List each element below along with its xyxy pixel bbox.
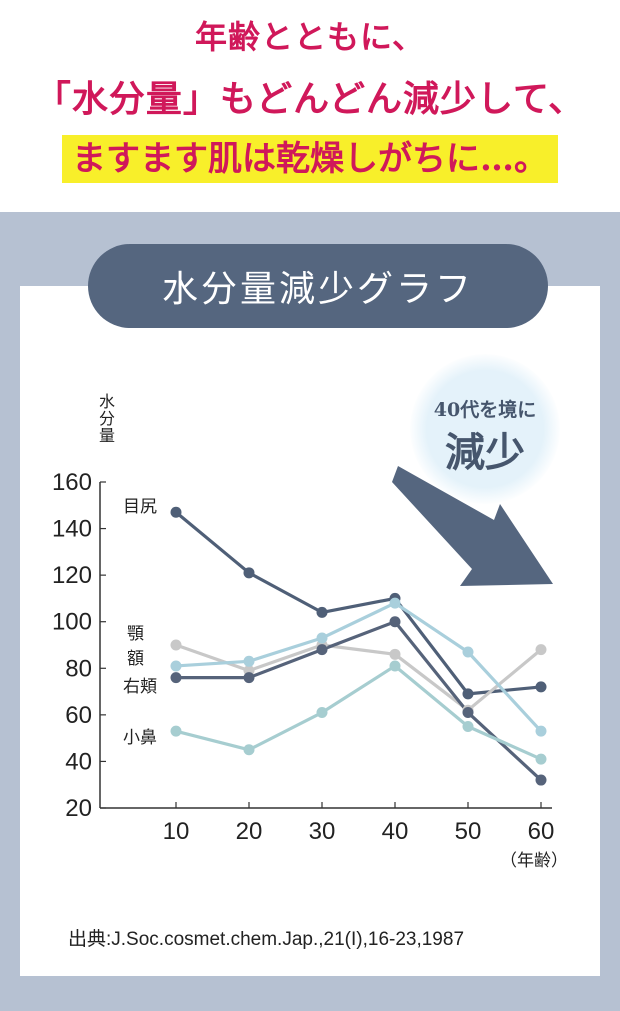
data-point bbox=[243, 744, 255, 756]
x-tick-label: 40 bbox=[382, 818, 409, 845]
series-label: 額 bbox=[127, 649, 144, 669]
data-point bbox=[316, 644, 328, 656]
data-point bbox=[535, 725, 547, 737]
series-label: 目尻 bbox=[123, 497, 157, 517]
data-point bbox=[170, 672, 182, 684]
data-point bbox=[170, 639, 182, 651]
series-label: 右頬 bbox=[123, 677, 157, 697]
series-line-目尻 bbox=[174, 511, 542, 696]
data-point bbox=[535, 774, 547, 786]
data-point bbox=[389, 597, 401, 609]
series-label: 小鼻 bbox=[123, 728, 157, 748]
data-point bbox=[389, 660, 401, 672]
callout-text-top: 40代を境に bbox=[433, 399, 537, 421]
series-line-額 bbox=[175, 601, 543, 733]
x-axis-unit-label: （年齢） bbox=[500, 851, 568, 871]
callout-text-big: 減少 bbox=[445, 429, 525, 476]
series-line-顎 bbox=[175, 643, 543, 712]
data-point bbox=[316, 707, 328, 719]
data-point bbox=[462, 688, 474, 700]
series-line-小鼻 bbox=[175, 664, 542, 761]
source-citation: 出典:J.Soc.cosmet.chem.Jap.,21(I),16-23,19… bbox=[68, 929, 465, 950]
y-tick-label: 160 bbox=[52, 469, 92, 496]
data-point bbox=[462, 721, 474, 732]
data-point bbox=[389, 616, 401, 628]
y-tick-label: 60 bbox=[65, 702, 92, 729]
y-tick-label: 120 bbox=[52, 562, 92, 589]
data-point bbox=[170, 660, 182, 672]
callout-circle bbox=[410, 354, 560, 504]
headline-line-2: 「水分量」もどんどん減少して、 bbox=[34, 78, 586, 120]
x-tick-label: 30 bbox=[309, 818, 336, 845]
y-tick-label: 140 bbox=[52, 516, 92, 543]
data-point bbox=[535, 681, 547, 693]
y-tick-label: 20 bbox=[65, 795, 92, 822]
data-point bbox=[243, 672, 255, 684]
x-tick-label: 60 bbox=[528, 818, 555, 845]
data-point bbox=[170, 506, 182, 518]
data-point bbox=[462, 707, 474, 719]
y-axis-label: 水分量 bbox=[96, 393, 115, 444]
x-tick-label: 10 bbox=[163, 818, 190, 845]
data-point bbox=[535, 644, 547, 656]
y-tick-label: 80 bbox=[65, 655, 92, 682]
data-point bbox=[243, 655, 255, 667]
data-point bbox=[389, 648, 401, 660]
y-tick-label: 40 bbox=[65, 748, 92, 775]
data-point bbox=[535, 753, 547, 765]
headline-line-3: ますます肌は乾燥しがちに…。 bbox=[0, 131, 620, 183]
data-point bbox=[316, 632, 328, 644]
headline-line-1: 年齢とともに、 bbox=[194, 18, 426, 56]
series-label: 顎 bbox=[127, 624, 144, 644]
series-line-右頬 bbox=[176, 620, 543, 782]
data-point bbox=[316, 606, 328, 618]
highlighted-headline: ますます肌は乾燥しがちに…。 bbox=[62, 135, 558, 183]
y-tick-label: 100 bbox=[52, 609, 92, 636]
data-point bbox=[170, 725, 182, 737]
x-tick-label: 20 bbox=[236, 818, 263, 845]
x-tick-label: 50 bbox=[455, 818, 482, 845]
decline-arrow-icon bbox=[392, 466, 553, 586]
data-point bbox=[462, 646, 474, 658]
graph-title: 水分量減少グラフ bbox=[88, 244, 548, 328]
data-point bbox=[243, 567, 255, 579]
